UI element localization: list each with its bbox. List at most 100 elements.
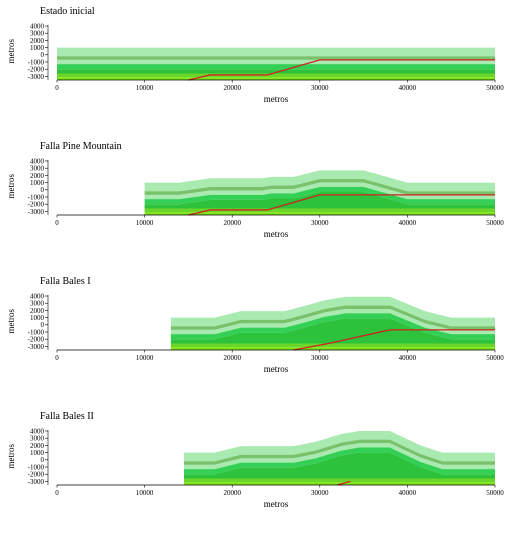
y-tick-label: 1000 xyxy=(30,44,45,52)
x-tick-label: 20000 xyxy=(223,354,241,362)
x-tick-label: 50000 xyxy=(486,489,504,497)
geologic-section xyxy=(57,47,495,80)
layer-top xyxy=(57,47,495,57)
x-tick-label: 40000 xyxy=(399,489,417,497)
x-tick-label: 40000 xyxy=(399,354,417,362)
x-tick-label: 0 xyxy=(55,219,59,227)
y-tick-label: -3000 xyxy=(28,478,45,486)
panel-title: Estado inicial xyxy=(40,6,95,17)
geologic-section xyxy=(170,296,495,350)
x-tick-label: 0 xyxy=(55,489,59,497)
y-axis-title: metros xyxy=(6,38,16,63)
layer-light-band xyxy=(57,56,495,60)
y-tick-label: 4000 xyxy=(30,22,45,30)
fault-line xyxy=(188,194,495,216)
panel-0: Estado inicialmetros40003000200010000-10… xyxy=(6,6,504,104)
layer-top xyxy=(170,296,495,327)
x-tick-label: 30000 xyxy=(311,354,329,362)
x-tick-label: 10000 xyxy=(136,84,154,92)
y-tick-label: 2000 xyxy=(30,172,45,180)
y-tick-label: 4000 xyxy=(30,427,45,435)
y-tick-label: 3000 xyxy=(30,300,45,308)
y-tick-label: 2000 xyxy=(30,307,45,315)
x-tick-label: 30000 xyxy=(311,219,329,227)
panel-title: Falla Bales I xyxy=(40,276,91,287)
layer-top xyxy=(184,431,495,462)
layer-bright xyxy=(184,452,495,479)
layer-light-band xyxy=(170,305,495,330)
panel-title: Falla Bales II xyxy=(40,411,94,422)
layer-mid2 xyxy=(184,447,495,475)
x-tick-label: 40000 xyxy=(399,219,417,227)
layer-base xyxy=(144,212,495,215)
x-tick-label: 20000 xyxy=(223,489,241,497)
geologic-section xyxy=(144,170,495,215)
y-axis-title: metros xyxy=(6,308,16,333)
x-tick-label: 50000 xyxy=(486,219,504,227)
fault-line xyxy=(337,480,351,486)
y-tick-label: 0 xyxy=(41,186,45,194)
layer-deep xyxy=(184,478,495,483)
y-tick-label: -2000 xyxy=(28,471,45,479)
y-axis-title: metros xyxy=(6,173,16,198)
y-tick-label: -1000 xyxy=(28,328,45,336)
x-axis-title: metros xyxy=(264,94,289,104)
layer-mid xyxy=(170,308,495,335)
y-tick-label: -1000 xyxy=(28,463,45,471)
panel-title: Falla Pine Mountain xyxy=(40,141,122,152)
layer-bright xyxy=(57,69,495,74)
x-tick-label: 0 xyxy=(55,84,59,92)
y-tick-label: 3000 xyxy=(30,165,45,173)
y-tick-label: 2000 xyxy=(30,442,45,450)
y-tick-label: 2000 xyxy=(30,37,45,45)
x-axis-title: metros xyxy=(264,499,289,509)
layer-mid xyxy=(57,59,495,65)
fault-line xyxy=(293,329,495,351)
layer-light-band xyxy=(144,179,495,195)
x-tick-label: 10000 xyxy=(136,219,154,227)
x-tick-label: 30000 xyxy=(311,84,329,92)
fault-line xyxy=(188,59,495,81)
y-tick-label: 4000 xyxy=(30,292,45,300)
layer-mid2 xyxy=(57,64,495,70)
y-tick-label: -2000 xyxy=(28,336,45,344)
layer-bright xyxy=(144,191,495,209)
x-axis-title: metros xyxy=(264,364,289,374)
y-tick-label: 0 xyxy=(41,456,45,464)
layer-base xyxy=(184,482,495,485)
x-axis-title: metros xyxy=(264,229,289,239)
y-tick-label: -3000 xyxy=(28,343,45,351)
y-tick-label: -1000 xyxy=(28,193,45,201)
layer-base xyxy=(170,347,495,350)
y-tick-label: 1000 xyxy=(30,179,45,187)
y-axis-title: metros xyxy=(6,443,16,468)
panel-3: Falla Bales IImetros40003000200010000-10… xyxy=(6,411,504,509)
y-tick-label: -3000 xyxy=(28,73,45,81)
y-tick-label: -2000 xyxy=(28,66,45,74)
y-tick-label: 0 xyxy=(41,321,45,329)
layer-bright xyxy=(170,318,495,344)
y-tick-label: -1000 xyxy=(28,58,45,66)
y-tick-label: 1000 xyxy=(30,449,45,457)
layer-deep xyxy=(57,73,495,78)
x-tick-label: 0 xyxy=(55,354,59,362)
x-tick-label: 20000 xyxy=(223,84,241,92)
layer-light-band xyxy=(184,439,495,465)
x-tick-label: 20000 xyxy=(223,219,241,227)
y-tick-label: 3000 xyxy=(30,30,45,38)
x-tick-label: 10000 xyxy=(136,489,154,497)
x-tick-label: 30000 xyxy=(311,489,329,497)
y-tick-label: -3000 xyxy=(28,208,45,216)
y-tick-label: 3000 xyxy=(30,435,45,443)
geologic-section xyxy=(184,431,495,485)
layer-base xyxy=(57,77,495,80)
panel-1: Falla Pine Mountainmetros400030002000100… xyxy=(6,141,504,239)
x-tick-label: 50000 xyxy=(486,84,504,92)
y-tick-label: 0 xyxy=(41,51,45,59)
x-tick-label: 50000 xyxy=(486,354,504,362)
y-tick-label: 4000 xyxy=(30,157,45,165)
x-tick-label: 10000 xyxy=(136,354,154,362)
layer-deep xyxy=(170,343,495,348)
x-tick-label: 40000 xyxy=(399,84,417,92)
